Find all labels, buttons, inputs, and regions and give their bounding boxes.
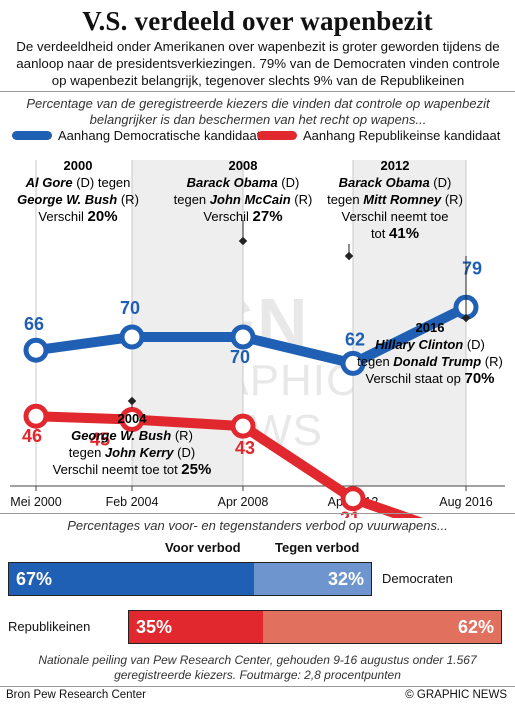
annotation-pointer-tip	[127, 396, 137, 406]
data-point	[23, 337, 49, 363]
legend-swatch-republicans	[257, 131, 297, 140]
divider-top	[0, 91, 515, 92]
line-chart-title: Percentage van de geregistreerde kiezers…	[26, 96, 490, 127]
legend-item-republicans: Aanhang Republikeinse kandidaat	[257, 128, 500, 143]
data-label: 79	[462, 258, 482, 278]
data-label: 46	[22, 426, 42, 446]
bar-frame-democrats	[8, 562, 372, 596]
bar-row-label-republicans: Republikeinen	[8, 619, 91, 634]
data-point	[230, 413, 256, 439]
bar-segment-voor: 35%	[128, 610, 263, 644]
divider-middle	[0, 513, 515, 514]
x-tick-label: Mei 2000	[10, 495, 61, 509]
bar-chart-title: Percentages van voor- en tegenstanders v…	[67, 518, 448, 533]
annotation-year: 2000	[64, 158, 93, 173]
annotation-2004: 2004 George W. Bush (R) tegen John Kerry (…	[53, 396, 212, 478]
bar-head-voor: Voor verbod	[165, 540, 241, 555]
annotation-year: 2016	[416, 320, 445, 335]
legend: Aanhang Democratische kandidaat Aanhang …	[12, 128, 512, 146]
annotation-line: George W. Bush (R)	[17, 192, 139, 207]
data-label: 66	[24, 314, 44, 334]
annotation-2008: 2008 Barack Obama (D) tegen John McCain (R…	[174, 158, 313, 246]
bar-row-republicans: 35% 62%	[128, 610, 502, 644]
annotation-year: 2012	[381, 158, 410, 173]
annotation-pointer-tip	[344, 251, 354, 261]
page-title: V.S. verdeeld over wapenbezit	[82, 6, 433, 36]
annotation-line: tegen Mitt Romney (R)	[327, 192, 463, 207]
annotation-line: Barack Obama (D)	[187, 175, 300, 190]
legend-label-democrats: Aanhang Democratische kandidaat	[58, 128, 261, 143]
annotation-line: Al Gore (D) tegen	[25, 175, 131, 190]
annotation-line: Verschil neemt toe tot 25%	[53, 461, 212, 478]
credit: © GRAPHIC NEWS	[405, 689, 507, 701]
annotation-2012: 2012 Barack Obama (D) tegen Mitt Romney (R…	[327, 158, 463, 261]
bar-head-tegen: Tegen verbod	[275, 540, 360, 555]
annotation-line: George W. Bush (R)	[71, 428, 193, 443]
legend-label-republicans: Aanhang Republikeinse kandidaat	[303, 128, 501, 143]
data-label: 62	[345, 329, 365, 349]
divider-bottom	[0, 686, 515, 687]
x-tick-label: Aug 2016	[439, 495, 493, 509]
data-point	[23, 403, 49, 429]
bar-segment-voor: 67%	[8, 562, 254, 596]
bar-row-label-democrats: Democraten	[382, 571, 453, 586]
period-band-3	[353, 160, 466, 486]
data-label: 70	[120, 298, 140, 318]
x-tick-label: Apr 2008	[218, 495, 269, 509]
bar-segment-tegen: 62%	[263, 610, 502, 644]
bar-row-democrats: 67% 32%	[8, 562, 372, 596]
annotation-line: Verschil staat op 70%	[365, 370, 494, 387]
annotation-line: Verschil 20%	[38, 208, 117, 225]
annotation-line: tot 41%	[371, 225, 419, 242]
footnote: Nationale peiling van Pew Research Cente…	[38, 653, 477, 682]
x-tick-label: Feb 2004	[106, 495, 159, 509]
annotation-line: tegen John McCain (R)	[174, 192, 313, 207]
annotation-line: Hillary Clinton (D)	[375, 337, 485, 352]
source: Bron Pew Research Center	[6, 689, 146, 701]
bar-frame-republicans	[128, 610, 502, 644]
period-band-1	[132, 160, 243, 486]
annotation-year: 2004	[118, 411, 148, 426]
data-label: 70	[230, 347, 250, 367]
annotation-pointer-tip	[461, 313, 471, 323]
annotation-line: tegen John Kerry (D)	[69, 445, 195, 460]
legend-item-democrats: Aanhang Democratische kandidaat	[12, 128, 260, 143]
annotation-line: Barack Obama (D)	[339, 175, 452, 190]
data-point	[340, 350, 366, 376]
annotation-line: Verschil 27%	[203, 208, 282, 225]
data-label: 45	[90, 430, 110, 450]
data-point	[230, 324, 256, 350]
annotation-2016: 2016 Hillary Clinton (D) tegen Donald Trum…	[357, 256, 503, 387]
data-point	[119, 324, 145, 350]
legend-swatch-democrats	[12, 131, 52, 140]
annotation-pointer-tip	[238, 236, 248, 246]
data-point	[119, 407, 145, 432]
data-label: 43	[235, 438, 255, 458]
annotation-line: Verschil neemt toe	[342, 209, 449, 224]
annotation-year: 2008	[229, 158, 258, 173]
annotation-line: tegen Donald Trump (R)	[357, 354, 503, 369]
data-point	[340, 486, 366, 512]
subtitle: De verdeeldheid onder Amerikanen over wa…	[16, 39, 500, 88]
bar-segment-tegen: 32%	[254, 562, 372, 596]
annotation-2000: 2000 Al Gore (D) tegen George W. Bush (R)V…	[17, 158, 139, 225]
